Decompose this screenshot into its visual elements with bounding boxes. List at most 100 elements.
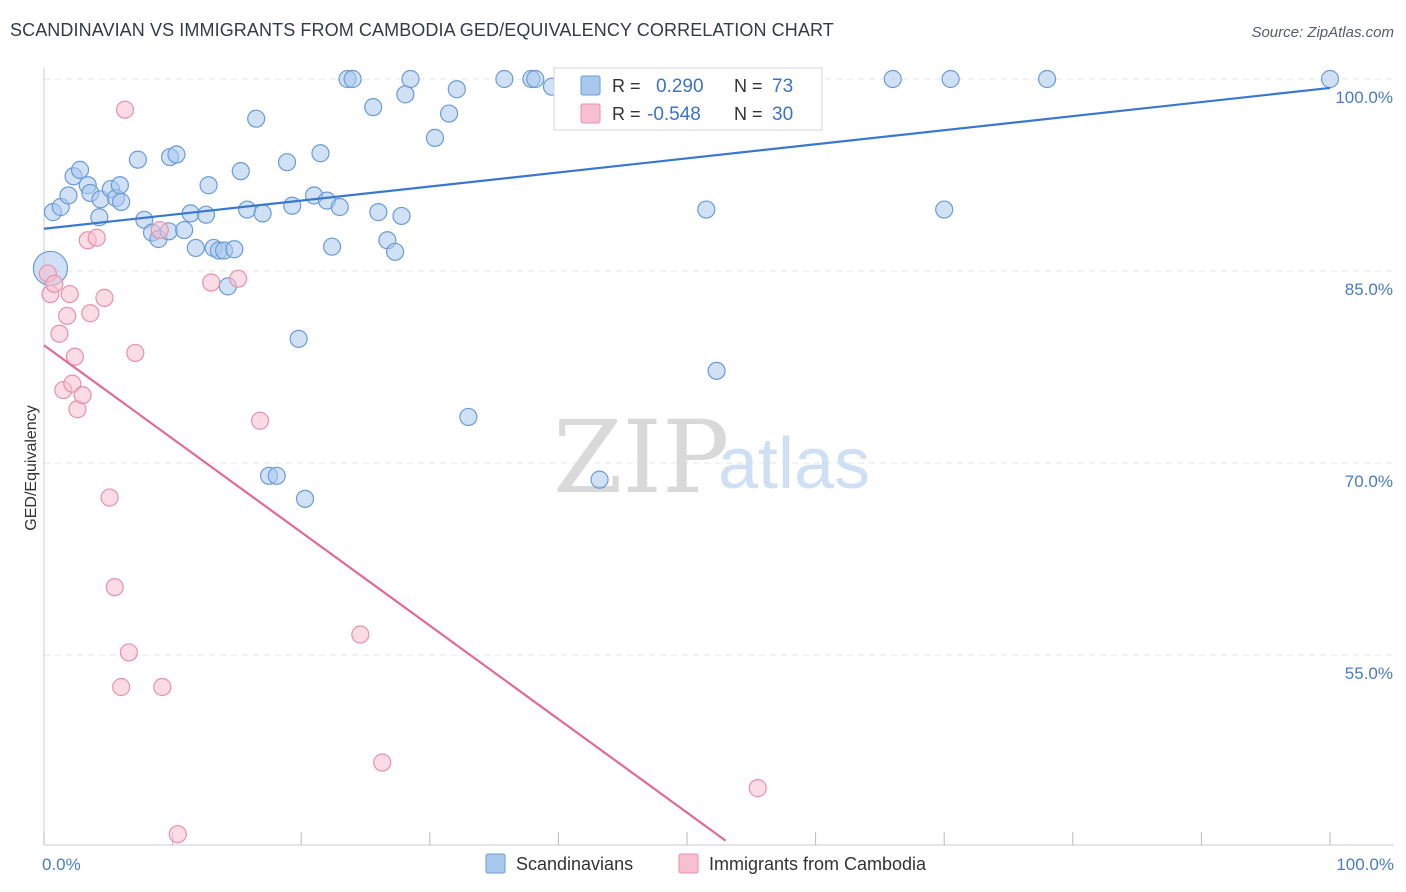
y-axis-label: GED/Equivalency <box>23 405 40 530</box>
scandinavians-point-72 <box>1320 69 1340 89</box>
legend-n-label-2: N = <box>734 104 763 124</box>
scandinavians-point-21 <box>175 220 194 240</box>
bottom-legend-swatch-blue <box>485 853 506 874</box>
legend-n-label-1: N = <box>734 76 763 96</box>
scandinavians-point-69 <box>935 200 954 219</box>
cambodia-point-2 <box>45 274 64 293</box>
scandinavians-point-30 <box>225 240 244 259</box>
cambodia-point-15 <box>100 488 119 507</box>
scandinavians-point-5 <box>70 160 90 179</box>
scandinavians-point-44 <box>322 237 342 256</box>
bottom-legend-cambodia: Immigrants from Cambodia <box>709 854 927 874</box>
watermark-atlas: atlas <box>718 424 870 504</box>
cambodia-trend-line <box>43 344 727 842</box>
legend-r-label-2: R = <box>612 104 641 124</box>
cambodia-points <box>38 100 767 844</box>
cambodia-point-18 <box>115 100 135 119</box>
scandinavians-point-51 <box>385 242 405 261</box>
source-label: Source: ZipAtlas.com <box>1251 24 1394 41</box>
scandinavians-point-56 <box>439 104 459 123</box>
scandinavians-point-70 <box>941 69 960 89</box>
bottom-legend-scandinavians: Scandinavians <box>516 854 633 874</box>
scandinavians-point-14 <box>128 150 147 169</box>
legend-r-label-1: R = <box>612 76 641 96</box>
cambodia-point-17 <box>112 677 131 697</box>
cambodia-point-26 <box>250 411 270 430</box>
scandinavians-point-23 <box>186 238 205 258</box>
scandinavians-point-32 <box>238 200 257 219</box>
watermark-zip: ZIP <box>553 399 729 516</box>
scandinavians-point-3 <box>59 186 78 205</box>
cambodia-point-14 <box>95 288 114 307</box>
scandinavians-point-24 <box>196 205 216 224</box>
scandinavians-point-63 <box>590 470 609 489</box>
scandinavians-point-25 <box>199 176 218 195</box>
cambodia-point-20 <box>126 343 145 363</box>
cambodia-point-28 <box>373 753 392 772</box>
scandinavians-point-33 <box>247 109 266 128</box>
scandinavians-point-48 <box>364 98 383 117</box>
scandinavians-point-61 <box>526 69 545 89</box>
scandinavians-point-57 <box>447 80 466 99</box>
legend-r-value-1: 0.290 <box>656 76 704 97</box>
scandinavians-point-55 <box>425 128 445 147</box>
scandinavians-trend-line <box>43 86 1331 230</box>
x-tick-labels: 0.0% 100.0% <box>42 855 1394 874</box>
scandinavians-point-39 <box>289 329 308 348</box>
cambodia-point-7 <box>63 374 82 393</box>
scandinavians-point-37 <box>277 153 297 172</box>
scandinavians-point-53 <box>396 85 415 104</box>
series-legend: Scandinavians Immigrants from Cambodia <box>485 853 927 874</box>
cambodia-point-21 <box>150 220 169 240</box>
cambodia-point-23 <box>168 825 187 844</box>
watermark: ZIP atlas <box>553 399 870 516</box>
cambodia-point-16 <box>105 578 124 597</box>
scandinavians-point-59 <box>495 69 514 89</box>
y-tick-label-3: 55.0% <box>1345 664 1393 683</box>
scandinavians-point-68 <box>883 69 902 89</box>
legend-swatch-pink <box>580 103 601 124</box>
scandinavians-point-36 <box>267 466 286 485</box>
scandinavians-point-12 <box>110 176 129 195</box>
cambodia-point-3 <box>50 324 69 343</box>
cambodia-point-25 <box>229 269 248 288</box>
scandinavians-point-20 <box>167 145 186 164</box>
y-tick-label-0: 100.0% <box>1335 88 1393 107</box>
bottom-legend-swatch-pink <box>678 853 699 874</box>
cambodia-point-5 <box>58 306 77 325</box>
y-tick-label-2: 70.0% <box>1345 472 1393 491</box>
scandinavians-point-42 <box>311 144 330 163</box>
scandinavians-point-38 <box>283 196 302 215</box>
scandinavians-point-49 <box>369 203 388 222</box>
cambodia-point-8 <box>65 347 84 366</box>
y-tick-label-1: 85.0% <box>1345 280 1393 299</box>
legend-n-value-1: 73 <box>772 76 793 97</box>
cambodia-point-12 <box>81 304 100 323</box>
scandinavians-points <box>32 69 1340 508</box>
scandinavians-point-45 <box>330 197 349 217</box>
cambodia-point-6 <box>60 284 79 304</box>
cambodia-point-13 <box>87 228 106 247</box>
legend-r-value-2: -0.548 <box>647 104 701 125</box>
correlation-legend: R = 0.290 N = 73 R = -0.548 N = 30 <box>553 67 823 131</box>
x-tick-label-0: 0.0% <box>42 855 81 874</box>
scandinavians-point-67 <box>707 361 726 380</box>
scandinavians-point-47 <box>343 69 362 89</box>
y-tick-labels: 100.0% 85.0% 70.0% 55.0% <box>1335 88 1393 683</box>
cambodia-point-27 <box>351 625 370 644</box>
cambodia-point-22 <box>153 677 172 697</box>
scandinavians-point-13 <box>112 192 131 211</box>
cambodia-point-29 <box>748 779 767 798</box>
scandinavians-point-66 <box>697 200 716 219</box>
cambodia-point-19 <box>119 643 138 662</box>
axes <box>43 68 1394 846</box>
legend-n-value-2: 30 <box>772 104 793 125</box>
legend-swatch-blue <box>580 75 601 96</box>
trend-lines <box>43 86 1331 842</box>
scandinavians-point-52 <box>392 206 411 226</box>
scandinavians-point-40 <box>295 489 315 508</box>
scandinavians-point-71 <box>1037 69 1057 89</box>
scandinavians-point-54 <box>401 69 420 89</box>
chart-title: SCANDINAVIAN VS IMMIGRANTS FROM CAMBODIA… <box>10 20 834 40</box>
